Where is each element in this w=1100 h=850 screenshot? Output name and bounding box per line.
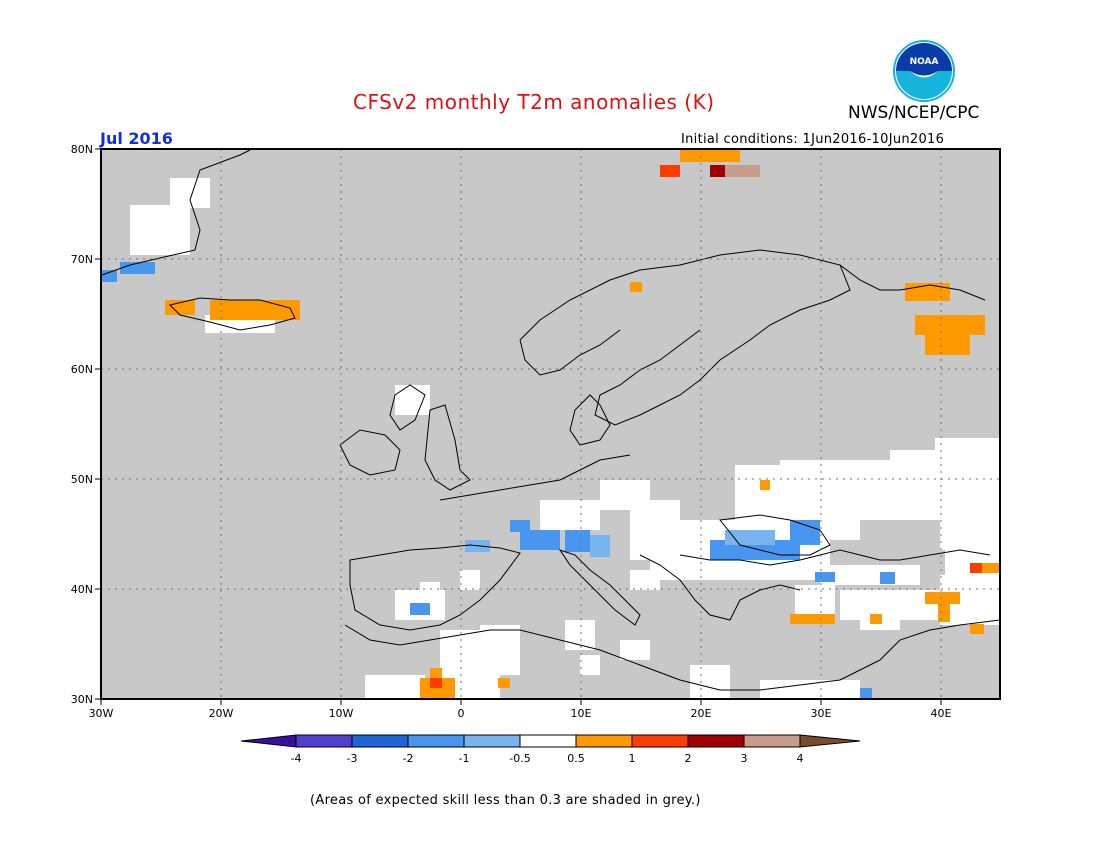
lon-label: 30W <box>89 707 114 720</box>
lon-label: 10E <box>571 707 592 720</box>
colorbar-ticks: -4 -3 -2 -1 -0.5 0.5 1 2 3 4 <box>291 752 804 765</box>
colorbar-cell <box>687 734 745 748</box>
colorbar-tick-label: -4 <box>291 752 302 765</box>
anomaly-map: 80N 70N 60N 50N 40N 30N 30W 20W 10W 0 10… <box>71 143 1001 765</box>
colorbar-cell <box>240 734 297 748</box>
colorbar-tick-label: 4 <box>797 752 804 765</box>
colorbar-cell <box>351 734 409 748</box>
colorbar-cell <box>631 734 689 748</box>
cool-anomaly-cells <box>102 262 895 699</box>
lon-label: 10W <box>329 707 354 720</box>
graticule <box>101 149 1000 699</box>
colorbar-tick-label: -1 <box>459 752 470 765</box>
colorbar-cell <box>519 734 577 748</box>
map-frame <box>100 148 1001 700</box>
lon-label: 30E <box>811 707 832 720</box>
noaa-logo: NOAA <box>893 40 955 102</box>
warm-anomaly-cells <box>165 150 1000 699</box>
colorbar-tick-label: 1 <box>629 752 636 765</box>
svg-text:NOAA: NOAA <box>910 57 939 67</box>
skill-footnote: (Areas of expected skill less than 0.3 a… <box>310 793 701 808</box>
lat-label: 40N <box>71 583 93 596</box>
colorbar-cell <box>463 734 521 748</box>
coastlines <box>101 149 1001 691</box>
colorbar-tick-label: -3 <box>347 752 358 765</box>
lon-label: 0 <box>458 707 465 720</box>
lat-label: 80N <box>71 143 93 156</box>
colorbar-tick-label: 2 <box>685 752 692 765</box>
colorbar-tick-label: -0.5 <box>509 752 530 765</box>
colorbar-tick-label: 3 <box>741 752 748 765</box>
lon-label: 20W <box>209 707 234 720</box>
colorbar-cell <box>407 734 465 748</box>
lon-label: 20E <box>691 707 712 720</box>
map-title: CFSv2 monthly T2m anomalies (K) <box>353 90 715 114</box>
agency-label: NWS/NCEP/CPC <box>848 103 980 123</box>
colorbar-tick-label: -2 <box>403 752 414 765</box>
colorbar-cell <box>743 734 801 748</box>
initial-conditions: Initial conditions: 1Jun2016-10Jun2016 <box>681 132 945 147</box>
lat-label: 30N <box>71 693 93 706</box>
lat-label: 50N <box>71 473 93 486</box>
colorbar-cell <box>295 734 353 748</box>
lat-label: 70N <box>71 253 93 266</box>
lon-label: 40E <box>931 707 952 720</box>
forecast-month: Jul 2016 <box>100 129 173 148</box>
lat-label: 60N <box>71 363 93 376</box>
colorbar-tick-label: 0.5 <box>567 752 585 765</box>
colorbar-cell <box>799 734 861 748</box>
colorbar-cell <box>575 734 633 748</box>
colorbar <box>240 734 861 748</box>
axis-ticks <box>95 148 942 705</box>
